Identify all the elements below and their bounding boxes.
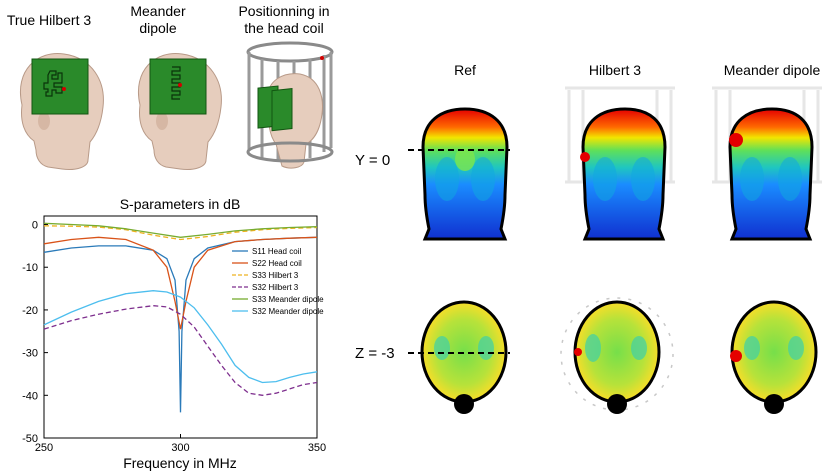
legend-entry: S33 Meander dipole: [252, 295, 324, 304]
series-line-s33-hilbert-3: [43, 225, 318, 241]
row-label-y0: Y = 0: [355, 152, 391, 169]
panel-title-meander-line2: dipole: [139, 20, 177, 36]
chart-legend: S11 Head coil S22 Head coil S33 Hilbert 3 S…: [232, 247, 324, 316]
panel-title-true-hilbert: True Hilbert 3: [6, 12, 92, 28]
column-title-ref: Ref: [454, 62, 476, 78]
axial-map-hilbert: [560, 297, 674, 414]
x-tick-label: 250: [35, 442, 53, 454]
sagittal-map-meander: [712, 86, 822, 241]
y-tick-label: -40: [22, 390, 38, 402]
y-tick-label: -30: [22, 348, 38, 360]
cut-line-y0: [408, 149, 510, 151]
legend-entry: S32 Meander dipole: [252, 307, 324, 316]
panel-title-meander-line1: Meander: [130, 3, 186, 19]
sagittal-map-hilbert: [565, 86, 675, 241]
x-tick-label: 350: [308, 442, 326, 454]
panel-title-meander-dipole: Meander dipole: [118, 3, 198, 37]
panel-title-positioning: Positionning in the head coil: [228, 3, 340, 37]
column-title-hilbert: Hilbert 3: [588, 62, 642, 78]
sagittal-map-ref: [421, 107, 509, 241]
series-line-s32-hilbert-3: [43, 305, 318, 396]
y-tick-label: -20: [22, 305, 38, 317]
panel-title-positioning-line2: the head coil: [244, 20, 324, 36]
head-true-hilbert-illustration: [20, 53, 104, 170]
head-meander-dipole-illustration: [138, 53, 222, 170]
y-axis-ticks: 0 -10 -20 -30 -40 -50: [22, 220, 48, 445]
legend-entry: S11 Head coil: [252, 247, 301, 256]
legend-entry: S33 Hilbert 3: [252, 271, 299, 280]
chart-title: S-parameters in dB: [120, 196, 241, 212]
y-tick-label: -50: [22, 433, 38, 445]
y-tick-label: 0: [32, 220, 38, 232]
column-title-meander: Meander dipole: [723, 62, 821, 78]
y-tick-label: -10: [22, 262, 38, 274]
series-line-s32-meander-dipole: [43, 290, 318, 384]
x-axis-ticks: 250 300 350: [35, 434, 326, 454]
series-line-s22-head-coil: [43, 236, 318, 330]
series-lines: [43, 222, 318, 413]
x-axis-label: Frequency in MHz: [123, 455, 237, 471]
axial-map-ref: [420, 300, 508, 414]
legend-entry: S32 Hilbert 3: [252, 283, 299, 292]
cut-line-z-3: [408, 352, 510, 354]
axial-map-meander: [730, 300, 818, 414]
series-line-s33-meander-dipole: [43, 222, 318, 238]
s-parameters-chart: S-parameters in dB 0 -10 -20 -30 -40 -50 250 3…: [22, 196, 326, 471]
head-coil-positioning-illustration: [246, 41, 334, 169]
legend-entry: S22 Head coil: [252, 259, 302, 268]
x-tick-label: 300: [171, 442, 189, 454]
panel-title-positioning-line1: Positionning in: [238, 3, 330, 19]
row-label-z-3: Z = -3: [355, 345, 395, 362]
